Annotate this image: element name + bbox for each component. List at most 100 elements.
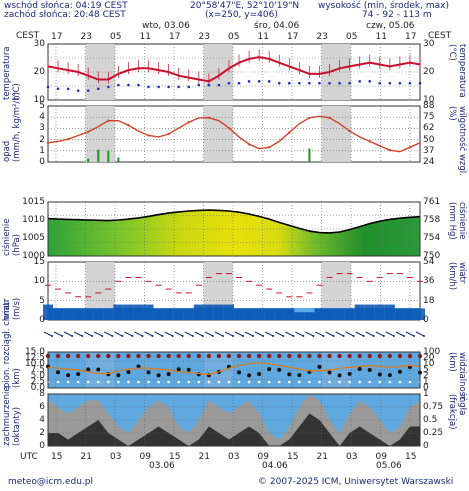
top-hour-tick: 05 [228, 32, 240, 42]
visibility-marker [298, 380, 301, 384]
wind-direction-head [71, 335, 74, 337]
humidity-marker [147, 134, 150, 137]
humidity-marker [288, 131, 291, 134]
visibility-marker [308, 380, 311, 384]
cloud-top-marker [246, 353, 252, 359]
cloud-base-marker [327, 370, 332, 375]
footer-copyright: © 2007-2025 ICM, Uniwersytet Warszawski [258, 477, 454, 487]
timezone-right: CEST [428, 31, 452, 41]
wind-direction-head [362, 335, 365, 337]
day-label: wto, 03.06 [142, 21, 190, 31]
wind-direction-arrow [395, 331, 405, 337]
wind-speed-bar [183, 308, 194, 320]
precip-left-tick: 3 [39, 123, 45, 134]
precip-left-tick: 4 [39, 112, 45, 123]
cloud-top-marker [176, 353, 181, 359]
wind-speed-bar [314, 308, 325, 320]
top-hour-tick: 17 [405, 32, 417, 42]
visibility-left-tick: 15.0 [24, 347, 45, 357]
humidity-marker [167, 132, 170, 136]
cloud-base-marker [146, 370, 151, 375]
temp-right-unit: (°C) [447, 44, 457, 61]
wind-direction-arrow [285, 331, 294, 337]
humidity-marker [267, 146, 271, 149]
dew-point-marker [368, 80, 372, 83]
wind-direction-head [342, 335, 345, 337]
visibility-right-tick: 5 [423, 365, 429, 375]
temp-right-tick: 10 [423, 95, 435, 105]
cloud-base-marker [96, 367, 101, 372]
top-hour-tick: 05 [346, 32, 358, 42]
visibility-frame [47, 351, 421, 389]
cloud-base-marker [297, 373, 302, 378]
dew-point-marker [358, 80, 361, 83]
dew-point-marker [46, 85, 50, 89]
wind-speed-bar [43, 304, 53, 320]
precip-right-tick: 24 [423, 157, 435, 167]
pressure-right-unit: (mm Hg) [447, 202, 457, 240]
visibility-left-tick: 12.5 [24, 353, 45, 363]
wind-direction-arrow [224, 331, 234, 337]
footer-email[interactable]: meteo@icm.edu.pl [8, 477, 93, 487]
cloud-base-marker [397, 369, 402, 374]
cloud-base-marker [237, 370, 242, 375]
pressure-right-tick: 758 [423, 215, 441, 225]
dew-point-marker [257, 80, 261, 83]
wind-speed-bar [324, 308, 335, 320]
cloud-top-marker [387, 353, 393, 359]
wind-speed-bar [163, 308, 174, 320]
cloud-base-marker [156, 373, 161, 378]
visibility-marker [187, 380, 191, 384]
wind-speed-bar [223, 304, 234, 320]
wind-direction-arrow [114, 331, 123, 337]
wind-direction-arrow [315, 331, 324, 337]
wind-direction-head [352, 335, 355, 337]
wind-speed-bar [344, 308, 355, 320]
cloud-base-marker [166, 372, 171, 377]
wind-direction-head [231, 335, 234, 337]
wind-direction-arrow [365, 331, 374, 337]
clouds-left-tick: 0 [39, 441, 45, 451]
visibility-left-tick: 5.0 [30, 371, 45, 381]
elevation-title: wysokość (min, środek, max) [318, 1, 449, 11]
visibility-marker [66, 380, 70, 384]
visibility-marker [217, 380, 221, 384]
cloud-top-marker [367, 353, 372, 359]
day-label: śro, 04.06 [254, 21, 300, 31]
top-hour-tick: 11 [257, 32, 269, 42]
temp-left-tick: 10 [33, 95, 45, 105]
wind-speed-bar [143, 304, 154, 320]
wind-speed-bar [254, 308, 265, 320]
cloud-top-marker [106, 353, 111, 359]
cloud-base-marker [186, 367, 191, 372]
humidity-marker [308, 116, 311, 119]
wind-direction-head [272, 335, 275, 337]
wind-direction-head [252, 335, 255, 337]
cloud-base-marker [267, 367, 272, 372]
precip-right-tick: 62 [423, 123, 435, 134]
day-label: czw, 05.06 [366, 21, 415, 31]
dew-point-marker [298, 81, 301, 85]
wind-direction-head [101, 335, 104, 337]
wind-direction-arrow [325, 331, 334, 337]
wind-direction-arrow [184, 331, 193, 337]
wind-direction-head [151, 335, 154, 337]
wind-speed-bar [354, 304, 365, 320]
bottom-hour-tick: 21 [198, 452, 210, 462]
visibility-marker [318, 380, 321, 384]
visibility-left-unit: (km) [12, 368, 22, 388]
visibility-marker [388, 380, 392, 384]
precip-left-label: opad [2, 140, 12, 162]
humidity-line [47, 115, 421, 153]
wind-right-tick: 36 [423, 276, 435, 287]
cloud-top-marker [236, 353, 242, 359]
wind-direction-head [191, 335, 194, 337]
humidity-marker [388, 149, 392, 152]
dew-point-marker [137, 83, 140, 87]
humidity-marker [227, 126, 231, 130]
wind-direction-head [161, 335, 164, 337]
dew-point-marker [247, 80, 251, 83]
wind-right-tick: 54 [423, 257, 435, 267]
cloud-base-marker [317, 364, 322, 369]
pressure-left-label: ciśnienie [2, 218, 12, 256]
